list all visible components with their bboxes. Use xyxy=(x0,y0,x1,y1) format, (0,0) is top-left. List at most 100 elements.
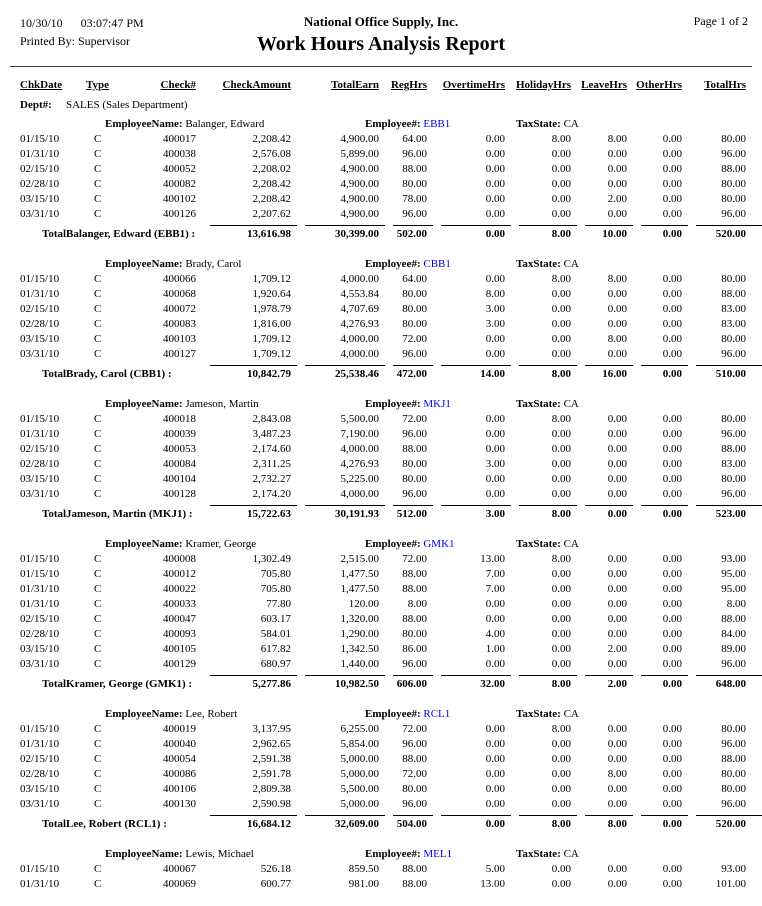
other-hrs-cell: 0.00 xyxy=(662,132,682,145)
tax-state-label: TaxState: xyxy=(516,538,561,550)
employee-code-link[interactable]: EBB1 xyxy=(423,118,451,130)
other-hrs-cell: 0.00 xyxy=(662,302,682,315)
employee-num-label: Employee#: xyxy=(365,118,421,130)
overtime-hrs-cell: 5.00 xyxy=(485,862,505,875)
reg-hrs-cell: 8.00 xyxy=(407,597,427,610)
table-row: 02/28/10 C 400082 2,208.42 4,900.00 80.00 0.00… xyxy=(0,176,762,191)
holiday-hrs-cell: 8.00 xyxy=(551,272,571,285)
total-value: 8.00 xyxy=(519,505,577,520)
total-total-hrs-cell: 510.00 xyxy=(688,361,762,386)
chkdate-cell: 01/15/10 xyxy=(20,567,60,580)
overtime-hrs-cell: 0.00 xyxy=(485,487,505,500)
total-hrs-cell: 96.00 xyxy=(721,487,746,500)
type-cell: C xyxy=(94,147,102,160)
employee-name-label: EmployeeName: xyxy=(105,118,183,130)
check-amount-cell: 2,732.27 xyxy=(252,472,292,485)
reg-hrs-cell: 96.00 xyxy=(402,347,427,360)
employee-header-cell: EmployeeName: Brady, Carol Employee#: CBB… xyxy=(0,252,762,271)
check-amount-cell: 2,809.38 xyxy=(252,782,292,795)
table-row: 01/31/10 C 400068 1,920.64 4,553.84 80.00 8.00… xyxy=(0,286,762,301)
employee-name-label: EmployeeName: xyxy=(105,258,183,270)
table-row: 01/31/10 C 400033 77.80 120.00 8.00 0.00 0.00 0.… xyxy=(0,596,762,611)
employee-num-label: Employee#: xyxy=(365,258,421,270)
total-overtime-hrs-cell: 3.00 xyxy=(433,501,511,526)
table-row: 03/15/10 C 400103 1,709.12 4,000.00 72.00 0.00… xyxy=(0,331,762,346)
total-hrs-cell: 80.00 xyxy=(721,177,746,190)
total-holiday-hrs-cell: 8.00 xyxy=(511,501,577,526)
check-amount-cell: 680.97 xyxy=(260,657,291,670)
check-amount-cell: 2,591.38 xyxy=(252,752,292,765)
total-value: 0.00 xyxy=(641,675,688,690)
reg-hrs-cell: 72.00 xyxy=(402,552,427,565)
total-hrs-cell: 96.00 xyxy=(721,427,746,440)
leave-hrs-cell: 0.00 xyxy=(607,877,627,890)
employee-code-link[interactable]: CBB1 xyxy=(423,258,451,270)
table-row: 01/31/10 C 400039 3,487.23 7,190.00 96.00 0.00… xyxy=(0,426,762,441)
table-row: 01/31/10 C 400040 2,962.65 5,854.00 96.00 0.00… xyxy=(0,736,762,751)
chkdate-cell: 01/15/10 xyxy=(20,132,60,145)
total-value: 16,684.12 xyxy=(210,815,297,830)
type-cell: C xyxy=(94,177,102,190)
other-hrs-cell: 0.00 xyxy=(662,457,682,470)
employee-total-label: TotalJameson, Martin (MKJ1) : xyxy=(42,508,193,520)
total-earn-cell: 4,900.00 xyxy=(340,162,380,175)
employee-header-row: EmployeeName: Jameson, Martin Employee#: … xyxy=(0,392,762,411)
tax-state-group: TaxState: CA xyxy=(516,708,579,720)
total-value: 8.00 xyxy=(519,815,577,830)
employee-code-link[interactable]: RCL1 xyxy=(423,708,451,720)
overtime-hrs-cell: 3.00 xyxy=(485,302,505,315)
holiday-hrs-cell: 8.00 xyxy=(551,132,571,145)
overtime-hrs-cell: 0.00 xyxy=(485,722,505,735)
type-cell: C xyxy=(94,332,102,345)
total-earn-cell: 1,477.50 xyxy=(340,582,380,595)
total-value: 648.00 xyxy=(696,675,762,690)
chkdate-cell: 01/31/10 xyxy=(20,582,60,595)
check-num-cell: 400068 xyxy=(163,287,196,300)
total-hrs-cell: 88.00 xyxy=(721,442,746,455)
type-cell: C xyxy=(94,627,102,640)
holiday-hrs-cell: 0.00 xyxy=(551,612,571,625)
column-header-check-num: Check# xyxy=(160,79,196,91)
check-num-cell: 400040 xyxy=(163,737,196,750)
overtime-hrs-cell: 0.00 xyxy=(485,752,505,765)
overtime-hrs-cell: 13.00 xyxy=(480,877,505,890)
total-earn-cell: 4,900.00 xyxy=(340,132,380,145)
total-value: 13,616.98 xyxy=(210,225,297,240)
leave-hrs-cell: 0.00 xyxy=(607,597,627,610)
total-hrs-cell: 80.00 xyxy=(721,272,746,285)
type-cell: C xyxy=(94,597,102,610)
holiday-hrs-cell: 0.00 xyxy=(551,627,571,640)
employee-code-link[interactable]: MKJ1 xyxy=(423,398,451,410)
check-num-cell: 400019 xyxy=(163,722,196,735)
type-cell: C xyxy=(94,132,102,145)
total-earn-cell: 5,000.00 xyxy=(340,752,380,765)
check-amount-cell: 2,962.65 xyxy=(252,737,292,750)
overtime-hrs-cell: 0.00 xyxy=(485,782,505,795)
holiday-hrs-cell: 8.00 xyxy=(551,722,571,735)
total-hrs-cell: 93.00 xyxy=(721,862,746,875)
other-hrs-cell: 0.00 xyxy=(662,347,682,360)
type-cell: C xyxy=(94,412,102,425)
total-hrs-cell: 80.00 xyxy=(721,192,746,205)
leave-hrs-cell: 8.00 xyxy=(607,272,627,285)
total-total-earn-cell: 10,982.50 xyxy=(297,671,385,696)
employee-code-link[interactable]: MEL1 xyxy=(423,848,453,860)
check-num-cell: 400039 xyxy=(163,427,196,440)
table-row: 02/28/10 C 400093 584.01 1,290.00 80.00 4.00 0.… xyxy=(0,626,762,641)
total-earn-cell: 4,900.00 xyxy=(340,192,380,205)
holiday-hrs-cell: 0.00 xyxy=(551,162,571,175)
table-row: 02/15/10 C 400052 2,208.02 4,900.00 88.00 0.00… xyxy=(0,161,762,176)
tax-state-group: TaxState: CA xyxy=(516,258,579,270)
employee-name-label: EmployeeName: xyxy=(105,708,183,720)
reg-hrs-cell: 96.00 xyxy=(402,797,427,810)
total-hrs-cell: 80.00 xyxy=(721,332,746,345)
employee-code-link[interactable]: GMK1 xyxy=(423,538,455,550)
employee-total-row: TotalBalanger, Edward (EBB1) : 13,616.98 3… xyxy=(0,221,762,246)
table-row: 01/31/10 C 400069 600.77 981.00 88.00 13.00 0.0… xyxy=(0,876,762,891)
check-amount-cell: 2,576.08 xyxy=(252,147,292,160)
check-amount-cell: 1,920.64 xyxy=(252,287,292,300)
other-hrs-cell: 0.00 xyxy=(662,162,682,175)
total-reg-hrs-cell: 472.00 xyxy=(385,361,433,386)
total-hrs-cell: 88.00 xyxy=(721,612,746,625)
other-hrs-cell: 0.00 xyxy=(662,442,682,455)
